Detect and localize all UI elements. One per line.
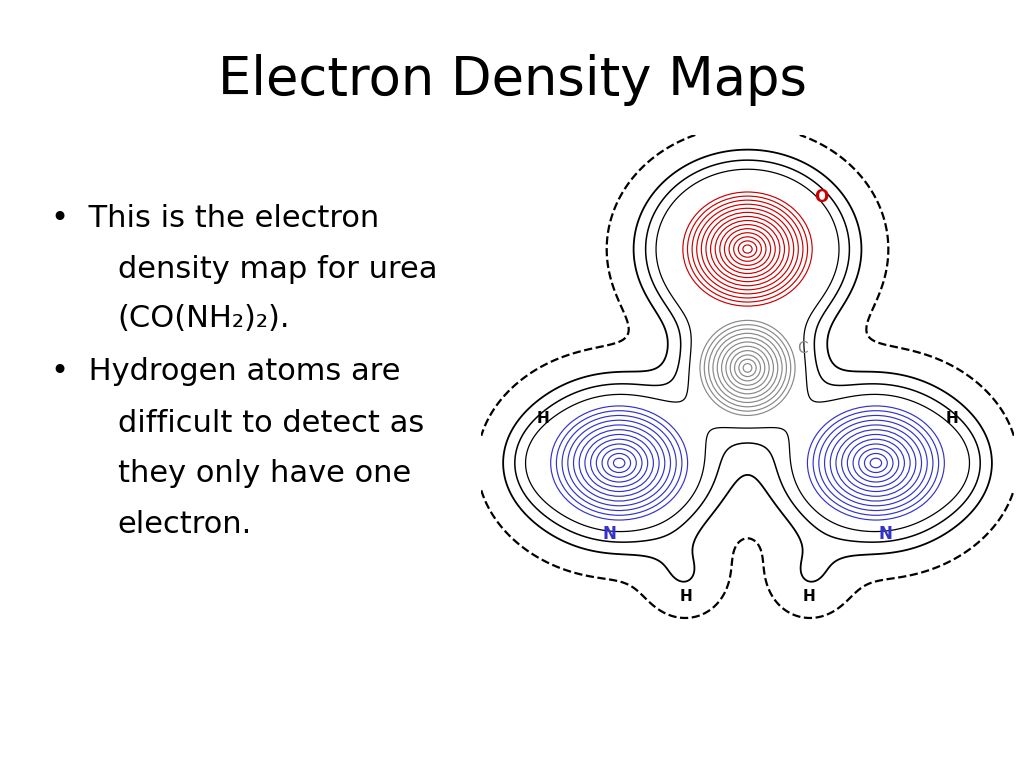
Text: electron.: electron. [118,510,252,539]
Text: H: H [945,411,958,425]
Text: density map for urea: density map for urea [118,255,437,284]
Text: N: N [879,525,892,543]
Text: H: H [803,588,816,604]
Text: O: O [814,187,828,206]
Text: •  Hydrogen atoms are: • Hydrogen atoms are [51,357,400,386]
Text: C: C [798,342,808,356]
Text: N: N [603,525,616,543]
Text: (CO(NH₂)₂).: (CO(NH₂)₂). [118,304,290,333]
Text: they only have one: they only have one [118,459,411,488]
Text: Electron Density Maps: Electron Density Maps [217,54,807,106]
Text: •  This is the electron: • This is the electron [51,204,380,233]
Text: H: H [537,411,550,425]
Text: difficult to detect as: difficult to detect as [118,409,424,438]
Text: H: H [679,588,692,604]
